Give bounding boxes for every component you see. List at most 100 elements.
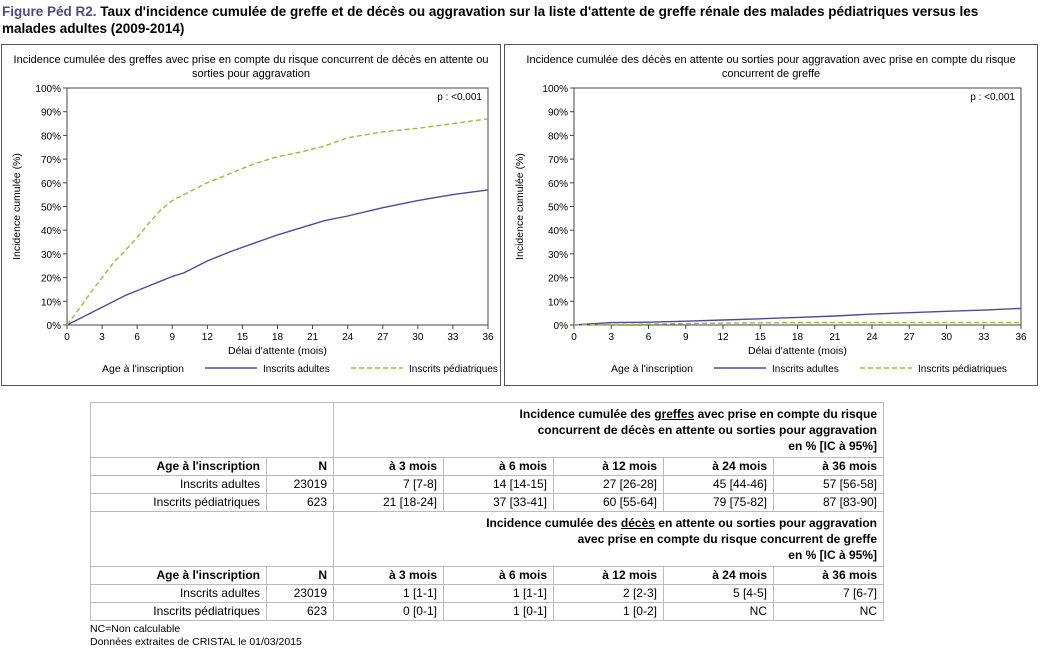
x-tick-label: 30 bbox=[941, 332, 953, 343]
y-tick-label: 0% bbox=[47, 321, 62, 332]
y-tick-label: 90% bbox=[548, 108, 568, 119]
x-tick-label: 12 bbox=[717, 332, 729, 343]
section-header-row: Incidence cumulée des décès en attente o… bbox=[90, 511, 884, 567]
col-header: à 6 mois bbox=[443, 566, 554, 585]
x-tick-label: 30 bbox=[412, 332, 424, 343]
legend-label: Inscrits adultes bbox=[263, 364, 330, 375]
footnote-source: Données extraites de CRISTAL le 01/03/20… bbox=[90, 636, 302, 648]
table-cell: 45 [44-46] bbox=[663, 475, 774, 494]
col-header: Age à l'inscription bbox=[90, 566, 267, 585]
y-axis-label: Incidence cumulée (%) bbox=[514, 153, 526, 260]
footnote-nc: NC=Non calculable bbox=[90, 623, 181, 635]
x-tick-label: 3 bbox=[608, 332, 614, 343]
chart-greffes: 0%10%20%30%40%50%60%70%80%90%100%0 3 6 9 12 1… bbox=[11, 84, 498, 375]
y-tick-label: 10% bbox=[548, 297, 568, 308]
table-cell: 7 [7-8] bbox=[333, 475, 444, 494]
table-cell: 21 [18-24] bbox=[333, 493, 444, 512]
chart-panel-greffes: Incidence cumulée des greffes avec prise… bbox=[1, 44, 501, 386]
y-tick-label: 40% bbox=[41, 226, 61, 237]
series-line bbox=[66, 118, 489, 326]
plot-frame bbox=[573, 87, 1022, 326]
table-cell: 37 [33-41] bbox=[443, 493, 554, 512]
table-cell: Inscrits adultes bbox=[90, 475, 267, 494]
legend-label: Inscrits pédiatriques bbox=[918, 364, 1007, 375]
x-tick-label: 15 bbox=[755, 332, 767, 343]
chart-deces: 0%10%20%30%40%50%60%70%80%90%100%0 3 6 9 12 1… bbox=[514, 84, 1027, 375]
table-cell: 87 [83-90] bbox=[773, 493, 884, 512]
x-tick-label: 9 bbox=[169, 332, 175, 343]
y-tick-label: 10% bbox=[41, 297, 61, 308]
table-row: Inscrits adultes 23019 7 [7-8] 14 [14-15… bbox=[90, 475, 884, 494]
table-cell: 1 [1-1] bbox=[443, 584, 554, 603]
x-axis-label: Délai d'attente (mois) bbox=[748, 345, 847, 357]
x-tick-label: 0 bbox=[64, 332, 70, 343]
col-header: à 36 mois bbox=[773, 566, 884, 585]
x-tick-label: 15 bbox=[237, 332, 249, 343]
series-line bbox=[66, 189, 489, 326]
results-table: Incidence cumulée des greffes avec prise… bbox=[90, 402, 884, 621]
col-header: N bbox=[266, 457, 334, 476]
table-cell: 60 [55-64] bbox=[553, 493, 664, 512]
table-cell: Inscrits adultes bbox=[90, 584, 267, 603]
column-header-row: Age à l'inscription N à 3 mois à 6 mois … bbox=[90, 566, 884, 585]
x-tick-label: 27 bbox=[377, 332, 389, 343]
y-tick-label: 100% bbox=[542, 84, 568, 95]
col-header: à 3 mois bbox=[333, 457, 444, 476]
table-cell: 23019 bbox=[266, 584, 334, 603]
section-header-deces: Incidence cumulée des décès en attente o… bbox=[333, 511, 884, 567]
x-tick-label: 36 bbox=[1015, 332, 1027, 343]
table-cell: 1 [0-2] bbox=[553, 602, 664, 621]
col-header: à 36 mois bbox=[773, 457, 884, 476]
col-header: Age à l'inscription bbox=[90, 457, 267, 476]
x-tick-label: 21 bbox=[829, 332, 841, 343]
table-cell: NC bbox=[773, 602, 884, 621]
y-tick-label: 0% bbox=[554, 321, 569, 332]
table-cell: 79 [75-82] bbox=[663, 493, 774, 512]
x-tick-label: 12 bbox=[202, 332, 214, 343]
footnotes: NC=Non calculable Données extraites de C… bbox=[90, 623, 302, 649]
x-tick-label: 0 bbox=[571, 332, 577, 343]
x-tick-label: 33 bbox=[978, 332, 990, 343]
table-cell: 23019 bbox=[266, 475, 334, 494]
chart-title: Incidence cumulée des greffes avec prise… bbox=[13, 54, 489, 80]
table-cell: NC bbox=[663, 602, 774, 621]
y-tick-label: 70% bbox=[41, 155, 61, 166]
y-tick-label: 70% bbox=[548, 155, 568, 166]
legend-label: Inscrits adultes bbox=[772, 364, 839, 375]
table-cell: 0 [0-1] bbox=[333, 602, 444, 621]
y-tick-label: 90% bbox=[41, 108, 61, 119]
y-tick-label: 30% bbox=[548, 250, 568, 261]
y-tick-label: 20% bbox=[41, 274, 61, 285]
y-axis-label: Incidence cumulée (%) bbox=[11, 153, 23, 260]
table-cell: 2 [2-3] bbox=[553, 584, 664, 603]
col-header: à 24 mois bbox=[663, 457, 774, 476]
figure-title: Figure Péd R2. Taux d'incidence cumulée … bbox=[2, 3, 1002, 37]
col-header: à 24 mois bbox=[663, 566, 774, 585]
x-tick-label: 21 bbox=[307, 332, 319, 343]
table-row: Inscrits pédiatriques 623 0 [0-1] 1 [0-1… bbox=[90, 602, 884, 621]
y-tick-label: 20% bbox=[548, 274, 568, 285]
column-header-row: Age à l'inscription N à 3 mois à 6 mois … bbox=[90, 457, 884, 476]
y-tick-label: 50% bbox=[548, 203, 568, 214]
y-tick-label: 60% bbox=[548, 179, 568, 190]
figure-label: Figure Péd R2. bbox=[2, 4, 97, 19]
table-row: Inscrits adultes 23019 1 [1-1] 1 [1-1] 2… bbox=[90, 584, 884, 603]
x-tick-label: 3 bbox=[99, 332, 105, 343]
table-cell: 7 [6-7] bbox=[773, 584, 884, 603]
y-tick-label: 80% bbox=[548, 131, 568, 142]
y-tick-label: 50% bbox=[41, 203, 61, 214]
col-header: à 6 mois bbox=[443, 457, 554, 476]
x-tick-label: 18 bbox=[272, 332, 284, 343]
series-line bbox=[573, 307, 1022, 326]
table-cell: 27 [26-28] bbox=[553, 475, 664, 494]
table-cell: 623 bbox=[266, 602, 334, 621]
x-tick-label: 24 bbox=[866, 332, 878, 343]
p-value-annotation: p : <0,001 bbox=[970, 92, 1015, 103]
table-cell: 5 [4-5] bbox=[663, 584, 774, 603]
table-cell: Inscrits pédiatriques bbox=[90, 602, 267, 621]
p-value-annotation: p : <0,001 bbox=[437, 92, 482, 103]
x-tick-label: 6 bbox=[134, 332, 140, 343]
legend-title: Age à l'inscription bbox=[611, 363, 693, 375]
table-cell: 14 [14-15] bbox=[443, 475, 554, 494]
x-tick-label: 33 bbox=[447, 332, 459, 343]
